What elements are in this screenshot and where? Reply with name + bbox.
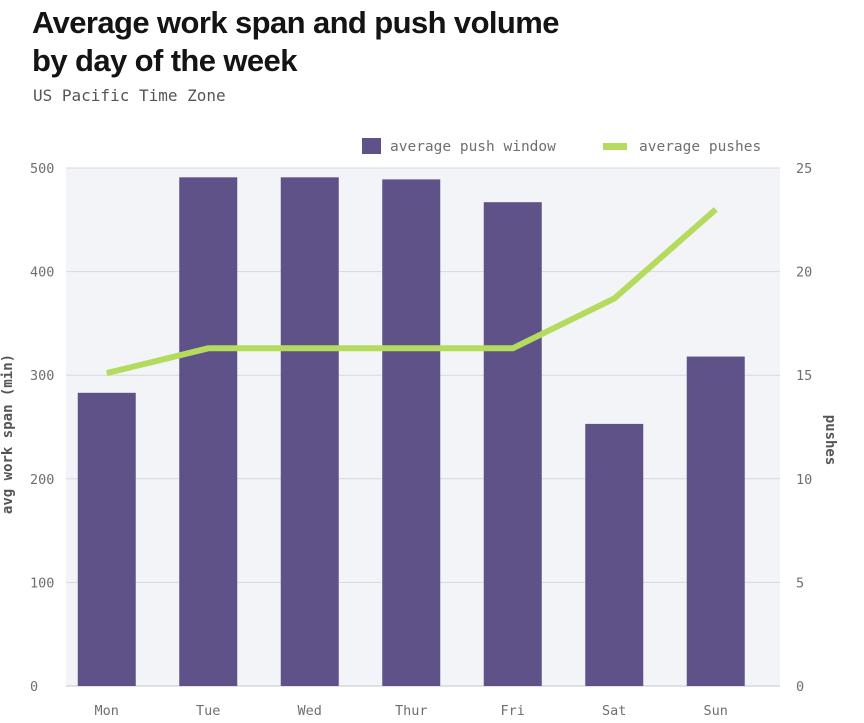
x-tick-label: Mon [95, 703, 119, 719]
chart-title-line-2: by day of the week [32, 43, 297, 78]
x-tick-label: Thur [395, 703, 428, 719]
right-tick-labels: 0 5 10 15 20 25 [796, 161, 812, 695]
bar-tue [179, 177, 238, 686]
chart-title: Average work span and push volume by day… [32, 4, 832, 80]
bar-sat [585, 423, 644, 686]
legend: average push window average pushes [362, 138, 761, 155]
bar-wed [280, 177, 339, 686]
y2-tick-label: 10 [796, 472, 812, 488]
bar-thur [382, 179, 441, 686]
x-tick-label: Fri [501, 703, 525, 719]
y-tick-label: 200 [30, 472, 54, 488]
y-tick-label: 0 [30, 679, 38, 695]
legend-label-push-window: average push window [390, 139, 556, 155]
y-tick-label: 300 [30, 368, 54, 384]
y-tick-label: 400 [30, 265, 54, 281]
x-tick-label: Tue [196, 703, 220, 719]
chart-title-line-1: Average work span and push volume [32, 5, 559, 40]
x-tick-label: Wed [298, 703, 322, 719]
x-tick-label: Sat [602, 703, 626, 719]
bar-fri [483, 202, 542, 687]
legend-swatch-push-window [362, 138, 381, 154]
chart-subtitle: US Pacific Time Zone [33, 86, 226, 105]
y2-axis-label: pushes [822, 415, 838, 466]
y-tick-label: 500 [30, 161, 54, 177]
legend-label-pushes: average pushes [639, 139, 761, 155]
y2-tick-label: 15 [796, 368, 812, 384]
pushes-line [106, 207, 718, 377]
y-tick-label: 100 [30, 575, 54, 591]
left-tick-labels: 0 100 200 300 400 500 [30, 161, 54, 695]
bars [77, 177, 745, 687]
bar-sun [686, 356, 745, 686]
x-tick-label: Sun [704, 703, 728, 719]
y-axis-label: avg work span (min) [0, 354, 16, 514]
bar-mon [77, 392, 136, 686]
y2-tick-label: 25 [796, 161, 812, 177]
y2-tick-label: 5 [796, 575, 804, 591]
pushes-line-group [106, 207, 718, 377]
y2-tick-label: 0 [796, 679, 804, 695]
x-tick-labels: Mon Tue Wed Thur Fri Sat Sun [95, 703, 728, 719]
legend-swatch-pushes [603, 143, 627, 150]
y2-tick-label: 20 [796, 265, 812, 281]
